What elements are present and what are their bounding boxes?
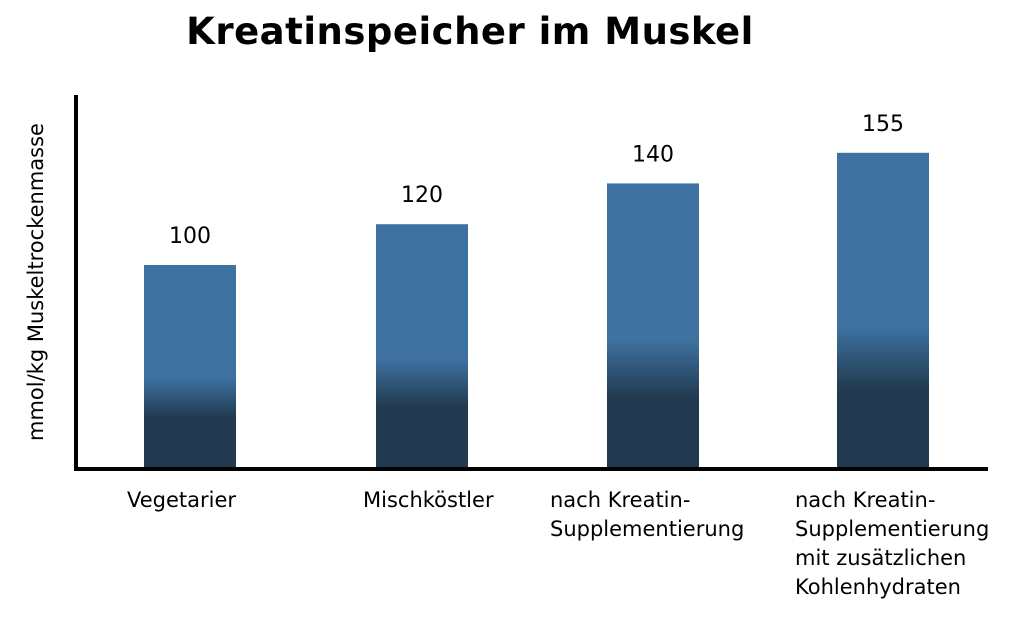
bar-1: [144, 265, 236, 469]
bar-value-label-3: 140: [632, 142, 674, 167]
category-label-4: nach Kreatin- Supplementierung mit zusät…: [795, 488, 990, 599]
category-label-3: nach Kreatin- Supplementierung: [550, 488, 745, 541]
category-label-2: Mischköstler: [363, 488, 494, 512]
chart-title: Kreatinspeicher im Muskel: [186, 10, 754, 53]
bar-4: [837, 152, 929, 470]
category-label-1: Vegetarier: [127, 488, 237, 512]
bar-2: [376, 224, 468, 469]
bar-value-label-2: 120: [401, 183, 443, 208]
bar-value-label-1: 100: [169, 224, 211, 249]
bar-value-label-4: 155: [862, 112, 904, 137]
bar-3: [607, 183, 699, 469]
